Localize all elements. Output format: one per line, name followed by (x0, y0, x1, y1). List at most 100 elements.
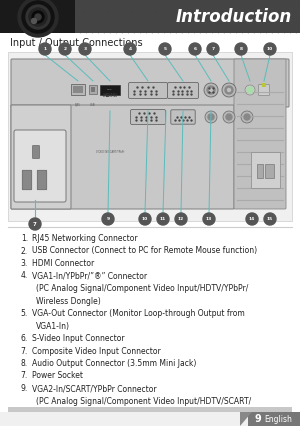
Text: 3.: 3. (21, 259, 28, 268)
Circle shape (157, 213, 169, 225)
FancyBboxPatch shape (0, 0, 300, 33)
FancyBboxPatch shape (265, 164, 274, 178)
FancyBboxPatch shape (0, 412, 300, 426)
Circle shape (203, 213, 215, 225)
Text: 10: 10 (267, 47, 273, 51)
Text: VGA1-In): VGA1-In) (36, 322, 70, 331)
Text: 13: 13 (206, 217, 212, 221)
Text: Introduction: Introduction (176, 8, 292, 26)
Circle shape (59, 43, 71, 55)
Circle shape (18, 0, 58, 37)
Text: 9.: 9. (21, 384, 28, 393)
Circle shape (159, 43, 171, 55)
Text: HDMI: HDMI (103, 93, 118, 98)
FancyBboxPatch shape (251, 153, 280, 188)
Polygon shape (240, 412, 252, 426)
Circle shape (205, 111, 217, 123)
Text: 12: 12 (178, 217, 184, 221)
Circle shape (235, 43, 247, 55)
Circle shape (204, 83, 218, 97)
Text: 6: 6 (194, 47, 196, 51)
FancyBboxPatch shape (234, 59, 286, 209)
FancyBboxPatch shape (262, 83, 266, 87)
Text: 3: 3 (83, 47, 86, 51)
Circle shape (29, 8, 47, 26)
Circle shape (189, 43, 201, 55)
FancyBboxPatch shape (100, 85, 120, 95)
Circle shape (39, 43, 51, 55)
FancyBboxPatch shape (8, 52, 292, 221)
Circle shape (35, 14, 41, 20)
Circle shape (225, 86, 233, 94)
Text: 4: 4 (128, 47, 132, 51)
Text: English: English (264, 414, 292, 423)
FancyBboxPatch shape (14, 130, 66, 202)
Text: (PC Analog Signal/Component Video Input/HDTV/SCART/: (PC Analog Signal/Component Video Input/… (36, 397, 251, 406)
Text: USB Connector (Connect to PC for Remote Mouse function): USB Connector (Connect to PC for Remote … (32, 247, 257, 256)
Text: 9: 9 (106, 217, 110, 221)
FancyBboxPatch shape (91, 87, 95, 92)
FancyBboxPatch shape (171, 110, 195, 124)
Circle shape (32, 18, 37, 23)
FancyBboxPatch shape (37, 170, 47, 190)
Text: HDMI: HDMI (107, 89, 113, 90)
FancyBboxPatch shape (11, 105, 71, 209)
Text: VGA1-In/YPbPr/”®” Connector: VGA1-In/YPbPr/”®” Connector (32, 271, 147, 280)
Text: 5: 5 (164, 47, 166, 51)
Text: 7.: 7. (21, 371, 28, 380)
FancyBboxPatch shape (0, 33, 300, 426)
Circle shape (207, 86, 215, 94)
FancyBboxPatch shape (89, 85, 97, 94)
Text: VGA-Out Connector (Monitor Loop-through Output from: VGA-Out Connector (Monitor Loop-through … (32, 309, 245, 318)
Circle shape (102, 213, 114, 225)
Circle shape (207, 43, 219, 55)
Circle shape (247, 87, 253, 93)
Text: 10: 10 (142, 217, 148, 221)
FancyBboxPatch shape (11, 59, 289, 107)
Text: RJ45: RJ45 (75, 103, 81, 107)
Text: Composite Video Input Connector: Composite Video Input Connector (32, 346, 161, 356)
Text: HDMI Connector: HDMI Connector (32, 259, 94, 268)
FancyBboxPatch shape (73, 86, 83, 93)
Circle shape (26, 5, 50, 29)
Text: Audio Output Connector (3.5mm Mini Jack): Audio Output Connector (3.5mm Mini Jack) (32, 359, 196, 368)
Circle shape (209, 89, 212, 92)
Circle shape (175, 213, 187, 225)
Text: VGA2-In/SCART/YPbPr Connector: VGA2-In/SCART/YPbPr Connector (32, 384, 157, 393)
Text: 1: 1 (44, 47, 46, 51)
Circle shape (139, 213, 151, 225)
FancyBboxPatch shape (167, 83, 199, 98)
Circle shape (223, 111, 235, 123)
Text: Power Socket: Power Socket (32, 371, 83, 380)
Text: 1.: 1. (21, 234, 28, 243)
Circle shape (29, 218, 41, 230)
FancyBboxPatch shape (130, 109, 166, 124)
Text: (PC Analog Signal/Component Video Input/HDTV/YPbPr/: (PC Analog Signal/Component Video Input/… (36, 284, 248, 293)
Circle shape (226, 114, 232, 120)
FancyBboxPatch shape (8, 407, 292, 412)
FancyBboxPatch shape (257, 164, 263, 178)
Text: 4.: 4. (21, 271, 28, 280)
Circle shape (264, 213, 276, 225)
Circle shape (124, 43, 136, 55)
Circle shape (241, 111, 253, 123)
Circle shape (227, 89, 230, 92)
Text: USB: USB (90, 103, 96, 107)
FancyBboxPatch shape (22, 170, 32, 190)
Circle shape (79, 43, 91, 55)
Text: 2: 2 (64, 47, 67, 51)
Text: 6.: 6. (21, 334, 28, 343)
Text: VIDEO IN/SCART/YPbPr: VIDEO IN/SCART/YPbPr (96, 150, 124, 154)
Text: 9: 9 (255, 414, 261, 424)
FancyBboxPatch shape (71, 84, 85, 95)
Text: Wireless Dongle): Wireless Dongle) (36, 296, 101, 305)
Circle shape (22, 1, 54, 33)
Circle shape (244, 114, 250, 120)
Circle shape (245, 85, 255, 95)
FancyBboxPatch shape (0, 0, 75, 33)
Text: 14: 14 (249, 217, 255, 221)
Text: 11: 11 (160, 217, 166, 221)
FancyBboxPatch shape (259, 84, 269, 95)
Text: RJ45 Networking Connector: RJ45 Networking Connector (32, 234, 138, 243)
FancyBboxPatch shape (128, 83, 167, 98)
